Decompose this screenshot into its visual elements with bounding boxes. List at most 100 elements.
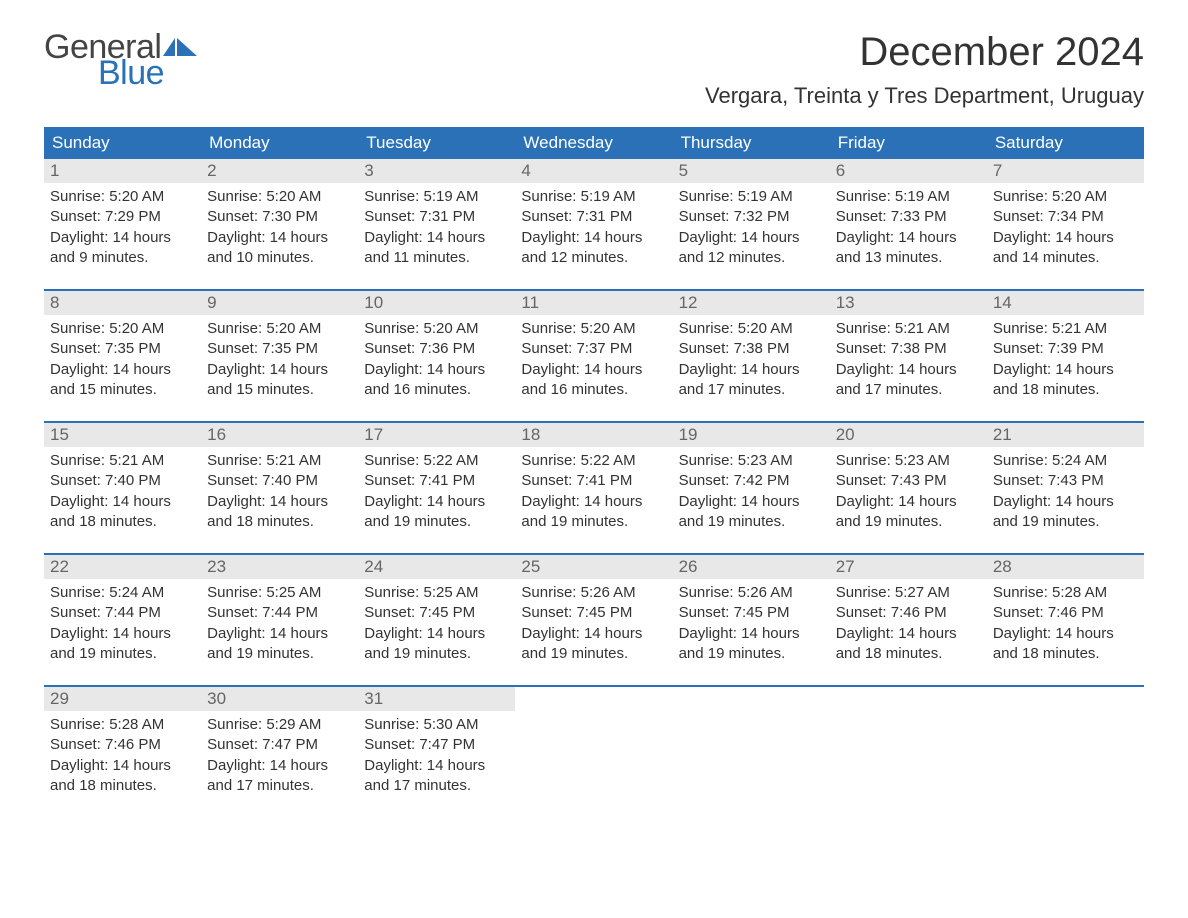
day-number: 13 [830, 291, 987, 315]
calendar-day: 7Sunrise: 5:20 AMSunset: 7:34 PMDaylight… [987, 159, 1144, 277]
sunrise-line: Sunrise: 5:22 AM [364, 451, 509, 471]
sunrise-line: Sunrise: 5:20 AM [50, 319, 195, 339]
sunrise-line: Sunrise: 5:23 AM [679, 451, 824, 471]
sunset-line: Sunset: 7:29 PM [50, 207, 195, 227]
sunset-line: Sunset: 7:34 PM [993, 207, 1138, 227]
calendar-day: 2Sunrise: 5:20 AMSunset: 7:30 PMDaylight… [201, 159, 358, 277]
calendar-day: 1Sunrise: 5:20 AMSunset: 7:29 PMDaylight… [44, 159, 201, 277]
day-info: Sunrise: 5:20 AMSunset: 7:30 PMDaylight:… [201, 183, 358, 274]
calendar-day [830, 687, 987, 805]
sunrise-line: Sunrise: 5:20 AM [50, 187, 195, 207]
day-info: Sunrise: 5:21 AMSunset: 7:38 PMDaylight:… [830, 315, 987, 406]
sunrise-line: Sunrise: 5:21 AM [50, 451, 195, 471]
logo: General Blue [44, 30, 199, 90]
day-number: 5 [673, 159, 830, 183]
day-number: 16 [201, 423, 358, 447]
day-info: Sunrise: 5:29 AMSunset: 7:47 PMDaylight:… [201, 711, 358, 802]
daylight-line: Daylight: 14 hours and 17 minutes. [207, 756, 352, 797]
day-info: Sunrise: 5:24 AMSunset: 7:44 PMDaylight:… [44, 579, 201, 670]
day-number: 2 [201, 159, 358, 183]
daylight-line: Daylight: 14 hours and 19 minutes. [521, 492, 666, 533]
daylight-line: Daylight: 14 hours and 19 minutes. [364, 492, 509, 533]
day-number: 27 [830, 555, 987, 579]
daylight-line: Daylight: 14 hours and 14 minutes. [993, 228, 1138, 269]
sunset-line: Sunset: 7:32 PM [679, 207, 824, 227]
sunrise-line: Sunrise: 5:26 AM [679, 583, 824, 603]
daylight-line: Daylight: 14 hours and 18 minutes. [50, 756, 195, 797]
day-number: 3 [358, 159, 515, 183]
day-info: Sunrise: 5:21 AMSunset: 7:40 PMDaylight:… [201, 447, 358, 538]
sunset-line: Sunset: 7:39 PM [993, 339, 1138, 359]
day-header-sunday: Sunday [44, 127, 201, 159]
day-number: 14 [987, 291, 1144, 315]
calendar-day: 15Sunrise: 5:21 AMSunset: 7:40 PMDayligh… [44, 423, 201, 541]
daylight-line: Daylight: 14 hours and 17 minutes. [836, 360, 981, 401]
daylight-line: Daylight: 14 hours and 16 minutes. [521, 360, 666, 401]
day-info: Sunrise: 5:21 AMSunset: 7:39 PMDaylight:… [987, 315, 1144, 406]
day-number: 19 [673, 423, 830, 447]
sunset-line: Sunset: 7:46 PM [836, 603, 981, 623]
day-info: Sunrise: 5:20 AMSunset: 7:36 PMDaylight:… [358, 315, 515, 406]
day-number: 6 [830, 159, 987, 183]
day-number: 10 [358, 291, 515, 315]
daylight-line: Daylight: 14 hours and 19 minutes. [993, 492, 1138, 533]
sunrise-line: Sunrise: 5:20 AM [679, 319, 824, 339]
day-info: Sunrise: 5:25 AMSunset: 7:45 PMDaylight:… [358, 579, 515, 670]
day-number: 11 [515, 291, 672, 315]
sunrise-line: Sunrise: 5:19 AM [364, 187, 509, 207]
day-number: 8 [44, 291, 201, 315]
sunrise-line: Sunrise: 5:28 AM [993, 583, 1138, 603]
sunset-line: Sunset: 7:45 PM [521, 603, 666, 623]
day-header-tuesday: Tuesday [358, 127, 515, 159]
daylight-line: Daylight: 14 hours and 11 minutes. [364, 228, 509, 269]
sunset-line: Sunset: 7:35 PM [50, 339, 195, 359]
sunset-line: Sunset: 7:31 PM [364, 207, 509, 227]
sunset-line: Sunset: 7:31 PM [521, 207, 666, 227]
day-number: 30 [201, 687, 358, 711]
calendar-day: 22Sunrise: 5:24 AMSunset: 7:44 PMDayligh… [44, 555, 201, 673]
daylight-line: Daylight: 14 hours and 12 minutes. [521, 228, 666, 269]
sunset-line: Sunset: 7:43 PM [836, 471, 981, 491]
day-header-saturday: Saturday [987, 127, 1144, 159]
daylight-line: Daylight: 14 hours and 19 minutes. [679, 492, 824, 533]
title-block: December 2024 Vergara, Treinta y Tres De… [705, 30, 1144, 109]
sunrise-line: Sunrise: 5:20 AM [364, 319, 509, 339]
day-info: Sunrise: 5:24 AMSunset: 7:43 PMDaylight:… [987, 447, 1144, 538]
daylight-line: Daylight: 14 hours and 10 minutes. [207, 228, 352, 269]
calendar-week: 8Sunrise: 5:20 AMSunset: 7:35 PMDaylight… [44, 289, 1144, 409]
day-number: 23 [201, 555, 358, 579]
day-header-wednesday: Wednesday [515, 127, 672, 159]
calendar-day: 13Sunrise: 5:21 AMSunset: 7:38 PMDayligh… [830, 291, 987, 409]
calendar-day: 6Sunrise: 5:19 AMSunset: 7:33 PMDaylight… [830, 159, 987, 277]
sunset-line: Sunset: 7:38 PM [679, 339, 824, 359]
calendar-day: 30Sunrise: 5:29 AMSunset: 7:47 PMDayligh… [201, 687, 358, 805]
calendar-day: 26Sunrise: 5:26 AMSunset: 7:45 PMDayligh… [673, 555, 830, 673]
calendar-day: 24Sunrise: 5:25 AMSunset: 7:45 PMDayligh… [358, 555, 515, 673]
calendar-day: 21Sunrise: 5:24 AMSunset: 7:43 PMDayligh… [987, 423, 1144, 541]
daylight-line: Daylight: 14 hours and 18 minutes. [50, 492, 195, 533]
sunrise-line: Sunrise: 5:21 AM [207, 451, 352, 471]
sunrise-line: Sunrise: 5:19 AM [836, 187, 981, 207]
calendar-day: 31Sunrise: 5:30 AMSunset: 7:47 PMDayligh… [358, 687, 515, 805]
sunset-line: Sunset: 7:42 PM [679, 471, 824, 491]
day-info: Sunrise: 5:27 AMSunset: 7:46 PMDaylight:… [830, 579, 987, 670]
calendar-day: 23Sunrise: 5:25 AMSunset: 7:44 PMDayligh… [201, 555, 358, 673]
daylight-line: Daylight: 14 hours and 13 minutes. [836, 228, 981, 269]
calendar-day: 25Sunrise: 5:26 AMSunset: 7:45 PMDayligh… [515, 555, 672, 673]
day-number: 17 [358, 423, 515, 447]
day-number: 9 [201, 291, 358, 315]
sunset-line: Sunset: 7:40 PM [50, 471, 195, 491]
day-info: Sunrise: 5:19 AMSunset: 7:33 PMDaylight:… [830, 183, 987, 274]
day-info: Sunrise: 5:19 AMSunset: 7:31 PMDaylight:… [358, 183, 515, 274]
sunrise-line: Sunrise: 5:30 AM [364, 715, 509, 735]
day-info: Sunrise: 5:19 AMSunset: 7:32 PMDaylight:… [673, 183, 830, 274]
sunrise-line: Sunrise: 5:25 AM [207, 583, 352, 603]
sunrise-line: Sunrise: 5:22 AM [521, 451, 666, 471]
day-info: Sunrise: 5:28 AMSunset: 7:46 PMDaylight:… [987, 579, 1144, 670]
calendar-week: 22Sunrise: 5:24 AMSunset: 7:44 PMDayligh… [44, 553, 1144, 673]
sunset-line: Sunset: 7:44 PM [50, 603, 195, 623]
day-info: Sunrise: 5:20 AMSunset: 7:29 PMDaylight:… [44, 183, 201, 274]
day-number: 12 [673, 291, 830, 315]
sunrise-line: Sunrise: 5:20 AM [207, 319, 352, 339]
daylight-line: Daylight: 14 hours and 18 minutes. [993, 624, 1138, 665]
